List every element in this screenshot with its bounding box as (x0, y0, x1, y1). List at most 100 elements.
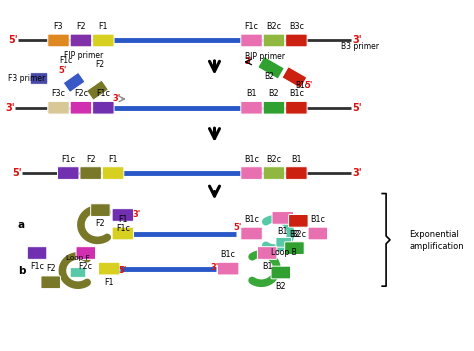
FancyBboxPatch shape (70, 34, 91, 47)
Text: B1c: B1c (289, 90, 304, 99)
FancyBboxPatch shape (87, 80, 108, 100)
Text: 3': 3' (352, 168, 362, 178)
FancyBboxPatch shape (91, 204, 110, 217)
Text: B2c: B2c (266, 155, 282, 164)
Text: F1c: F1c (245, 22, 258, 31)
Text: B1c: B1c (220, 250, 236, 259)
Text: B2: B2 (264, 72, 274, 81)
FancyBboxPatch shape (276, 237, 292, 247)
Text: FIP primer: FIP primer (64, 51, 103, 60)
Text: F1c: F1c (116, 224, 130, 233)
Text: F2: F2 (96, 219, 105, 229)
Text: B3 primer: B3 primer (341, 42, 379, 51)
FancyBboxPatch shape (241, 227, 262, 240)
FancyBboxPatch shape (64, 73, 85, 92)
Text: 3': 3' (352, 35, 362, 46)
Text: F1c: F1c (61, 155, 75, 164)
FancyBboxPatch shape (271, 266, 291, 279)
FancyBboxPatch shape (272, 212, 293, 224)
Text: F2c: F2c (79, 262, 93, 271)
FancyBboxPatch shape (30, 73, 48, 84)
Text: 5': 5' (118, 266, 127, 275)
Text: B1: B1 (277, 227, 288, 236)
FancyBboxPatch shape (241, 101, 262, 114)
Text: 5': 5' (8, 35, 18, 46)
Text: F3: F3 (54, 22, 63, 31)
Text: Exponential: Exponential (410, 231, 459, 239)
Text: B1c: B1c (244, 215, 259, 224)
Text: F3c: F3c (52, 90, 65, 99)
Text: B1: B1 (246, 90, 257, 99)
Text: B1: B1 (262, 262, 273, 271)
Text: 5': 5' (58, 66, 66, 75)
FancyBboxPatch shape (92, 34, 114, 47)
Text: 5': 5' (234, 223, 242, 232)
FancyBboxPatch shape (263, 101, 285, 114)
FancyBboxPatch shape (57, 167, 79, 179)
Text: a: a (18, 220, 25, 230)
FancyBboxPatch shape (289, 214, 308, 227)
FancyBboxPatch shape (102, 167, 124, 179)
Text: Loop F: Loop F (66, 255, 90, 261)
FancyBboxPatch shape (263, 167, 285, 179)
Text: F2: F2 (86, 155, 95, 164)
Text: F1: F1 (104, 278, 114, 287)
FancyBboxPatch shape (80, 167, 101, 179)
Text: B3c: B3c (289, 22, 304, 31)
Text: F1c: F1c (96, 90, 110, 99)
Text: B2: B2 (289, 230, 300, 239)
FancyBboxPatch shape (241, 167, 262, 179)
FancyBboxPatch shape (286, 101, 307, 114)
Text: 3': 3' (113, 94, 121, 104)
Text: 5': 5' (13, 168, 22, 178)
FancyBboxPatch shape (70, 101, 91, 114)
FancyBboxPatch shape (92, 101, 114, 114)
Text: B1c: B1c (295, 81, 309, 90)
Text: F2: F2 (76, 22, 86, 31)
FancyBboxPatch shape (48, 34, 69, 47)
Text: 5': 5' (352, 103, 362, 113)
Text: B2: B2 (269, 90, 279, 99)
FancyBboxPatch shape (112, 227, 134, 240)
Text: B2c: B2c (291, 230, 306, 239)
Text: 3': 3' (132, 211, 141, 219)
FancyBboxPatch shape (76, 247, 96, 259)
Text: F1c: F1c (30, 262, 44, 271)
FancyBboxPatch shape (286, 167, 307, 179)
Text: 3': 3' (245, 58, 253, 66)
FancyBboxPatch shape (285, 242, 304, 254)
FancyBboxPatch shape (48, 101, 69, 114)
Text: F2: F2 (95, 60, 104, 69)
Text: B2: B2 (275, 282, 286, 291)
Text: B2c: B2c (266, 22, 282, 31)
Text: 3': 3' (5, 103, 15, 113)
Text: F1: F1 (118, 215, 128, 224)
FancyBboxPatch shape (257, 247, 277, 259)
Text: B1c: B1c (244, 155, 259, 164)
Text: F2c: F2c (74, 90, 88, 99)
FancyBboxPatch shape (70, 267, 86, 277)
Text: BIP primer: BIP primer (245, 52, 285, 61)
FancyBboxPatch shape (263, 34, 285, 47)
FancyBboxPatch shape (241, 34, 262, 47)
Text: F1: F1 (109, 155, 118, 164)
Text: 3': 3' (210, 263, 219, 272)
Text: B1: B1 (291, 155, 301, 164)
Text: amplification: amplification (410, 242, 464, 251)
Text: F3 primer: F3 primer (8, 74, 45, 83)
Text: F1: F1 (99, 22, 108, 31)
FancyBboxPatch shape (258, 57, 284, 79)
Text: 5': 5' (304, 81, 312, 90)
Text: b: b (18, 266, 25, 276)
Text: B1c: B1c (310, 215, 325, 224)
FancyBboxPatch shape (99, 262, 120, 275)
FancyBboxPatch shape (27, 247, 47, 259)
Text: F1c: F1c (60, 57, 73, 65)
FancyBboxPatch shape (41, 276, 61, 289)
FancyBboxPatch shape (112, 208, 134, 221)
FancyBboxPatch shape (286, 34, 307, 47)
Text: F2: F2 (46, 264, 55, 273)
FancyBboxPatch shape (283, 67, 307, 88)
Text: Loop B: Loop B (271, 247, 297, 257)
FancyBboxPatch shape (308, 227, 328, 240)
